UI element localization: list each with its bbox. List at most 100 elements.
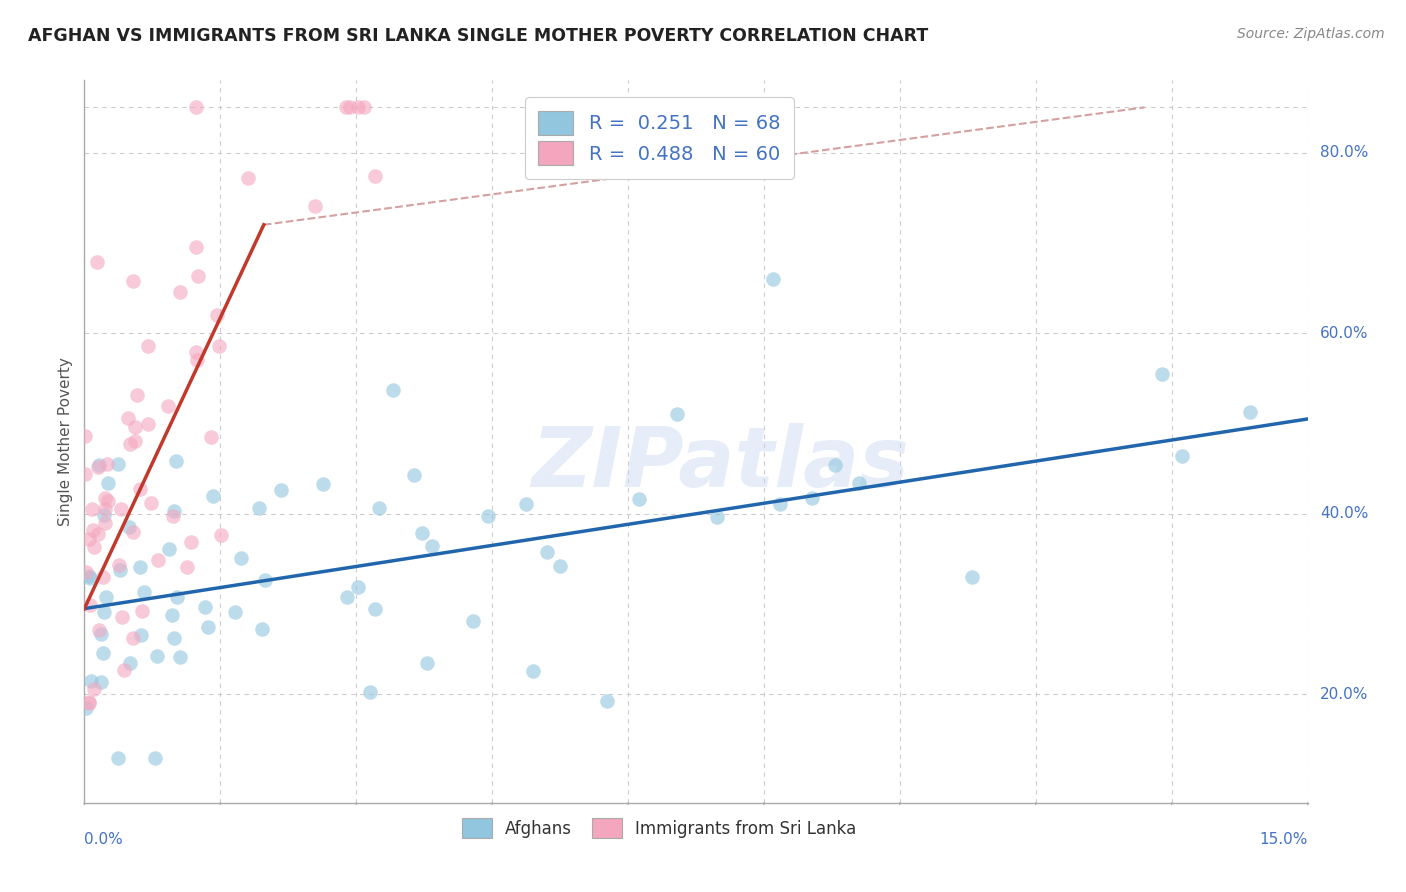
Point — [93, 508, 115, 522]
Point — [77, 532, 100, 546]
Point — [416, 657, 439, 671]
Point — [197, 620, 219, 634]
Point — [163, 503, 186, 517]
Point — [515, 497, 537, 511]
Point — [128, 482, 150, 496]
Point — [162, 508, 184, 523]
Point — [404, 467, 426, 482]
Point — [548, 558, 571, 573]
Point — [148, 553, 170, 567]
Point — [311, 477, 333, 491]
Legend: Afghans, Immigrants from Sri Lanka: Afghans, Immigrants from Sri Lanka — [456, 812, 863, 845]
Point — [461, 614, 484, 628]
Point — [77, 695, 100, 709]
Point — [1171, 449, 1194, 463]
Point — [169, 650, 191, 665]
Point — [93, 605, 115, 619]
Point — [87, 458, 110, 472]
Point — [304, 198, 326, 212]
Point — [382, 384, 405, 398]
Point — [97, 493, 120, 508]
Point — [224, 605, 246, 619]
Point — [80, 673, 103, 688]
Point — [77, 568, 100, 582]
Point — [107, 458, 129, 472]
Point — [96, 590, 118, 604]
Point — [131, 604, 153, 618]
Point — [706, 510, 728, 524]
Point — [80, 502, 103, 516]
Text: 60.0%: 60.0% — [1320, 326, 1368, 341]
Point — [124, 434, 146, 448]
Point — [75, 701, 97, 715]
Point — [347, 100, 370, 114]
Point — [522, 665, 544, 679]
Point — [97, 475, 120, 490]
Point — [91, 646, 114, 660]
Point — [139, 496, 162, 510]
Text: 0.0%: 0.0% — [84, 831, 124, 847]
Point — [194, 599, 217, 614]
Point — [124, 419, 146, 434]
Y-axis label: Single Mother Poverty: Single Mother Poverty — [58, 357, 73, 526]
Point — [335, 100, 357, 114]
Point — [184, 345, 207, 359]
Point — [132, 584, 155, 599]
Point — [107, 750, 129, 764]
Point — [127, 388, 149, 402]
Point — [666, 407, 689, 421]
Point — [477, 509, 499, 524]
Text: 15.0%: 15.0% — [1260, 831, 1308, 847]
Point — [176, 559, 198, 574]
Point — [627, 492, 650, 507]
Text: AFGHAN VS IMMIGRANTS FROM SRI LANKA SINGLE MOTHER POVERTY CORRELATION CHART: AFGHAN VS IMMIGRANTS FROM SRI LANKA SING… — [28, 27, 928, 45]
Point — [160, 607, 183, 622]
Point — [536, 544, 558, 558]
Point — [75, 429, 97, 443]
Point — [411, 525, 433, 540]
Point — [368, 500, 391, 515]
Point — [207, 308, 229, 322]
Point — [83, 540, 105, 554]
Point — [347, 580, 370, 594]
Point — [186, 100, 208, 114]
Point — [82, 523, 104, 537]
Point — [596, 694, 619, 708]
Point — [86, 255, 108, 269]
Point — [75, 565, 97, 579]
Point — [94, 502, 117, 516]
Point — [824, 458, 846, 472]
Point — [128, 560, 150, 574]
Point — [187, 269, 209, 284]
Point — [762, 272, 785, 286]
Point — [180, 535, 202, 549]
Point — [250, 622, 273, 636]
Point — [110, 502, 132, 516]
Point — [122, 525, 145, 540]
Point — [77, 696, 100, 710]
Point — [769, 497, 792, 511]
Point — [236, 171, 259, 186]
Point — [93, 516, 115, 531]
Point — [122, 631, 145, 645]
Point — [270, 483, 292, 497]
Point — [136, 417, 159, 431]
Point — [108, 564, 131, 578]
Point — [166, 591, 188, 605]
Point — [184, 240, 207, 254]
Point — [143, 750, 166, 764]
Point — [86, 460, 108, 475]
Point — [94, 491, 117, 505]
Point — [364, 602, 387, 616]
Point — [79, 598, 101, 612]
Point — [364, 169, 387, 184]
Point — [120, 656, 142, 670]
Point — [200, 430, 222, 444]
Point — [156, 399, 179, 413]
Point — [108, 558, 131, 572]
Point — [87, 623, 110, 637]
Point — [146, 648, 169, 663]
Point — [359, 685, 381, 699]
Point — [122, 274, 145, 288]
Text: 80.0%: 80.0% — [1320, 145, 1368, 160]
